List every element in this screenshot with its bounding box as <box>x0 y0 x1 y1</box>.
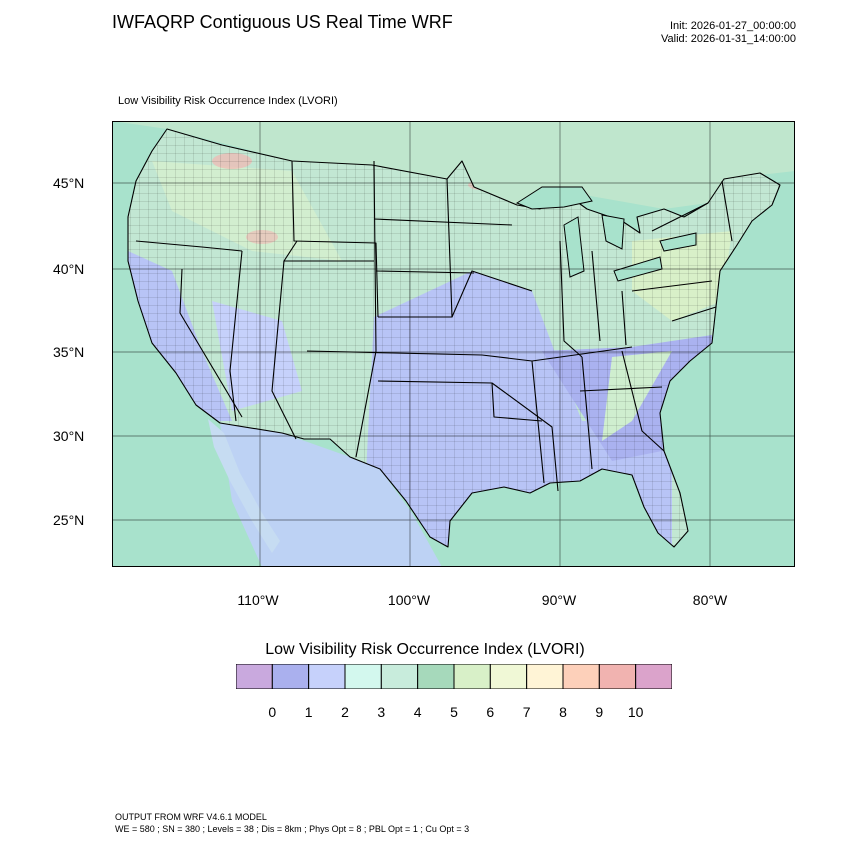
colorbar-swatch <box>380 664 419 689</box>
map-subtitle: Low Visibility Risk Occurrence Index (LV… <box>118 95 338 107</box>
colorbar-tick-label: 8 <box>559 704 567 720</box>
colorbar-tick-label: 10 <box>627 704 644 720</box>
colorbar-swatch <box>453 664 491 689</box>
colorbar-swatch <box>417 664 455 689</box>
latlon-grid <box>112 121 795 567</box>
colorbar-tick-label: 3 <box>377 704 386 720</box>
lat-label: 45°N <box>53 175 85 191</box>
colorbar-swatch <box>598 664 637 689</box>
colorbar-tick-label: 5 <box>450 704 458 720</box>
colorbar-tick-label: 9 <box>595 704 604 720</box>
canada-land <box>112 121 795 209</box>
model-config: WE = 580 ; SN = 380 ; Levels = 38 ; Dis … <box>115 824 470 834</box>
colorbar-swatch <box>526 664 564 689</box>
mexico-land <box>220 423 442 567</box>
colorbar-swatch <box>635 664 672 689</box>
colorbar-tick-label: 6 <box>486 704 495 720</box>
colorbar-swatch <box>562 664 600 689</box>
lon-label: 100°W <box>387 592 431 608</box>
colorbar-swatch <box>344 664 382 689</box>
lon-label: 90°W <box>541 592 577 608</box>
valid-time: Valid: 2026-01-31_14:00:00 <box>661 33 796 45</box>
lon-label: 110°W <box>237 592 279 608</box>
lat-label: 30°N <box>53 428 85 444</box>
baja-peninsula <box>208 419 280 553</box>
model-info: OUTPUT FROM WRF V4.6.1 MODEL <box>115 812 267 822</box>
colorbar-tick-label: 1 <box>304 704 313 720</box>
colorbar-tick-label: 7 <box>522 704 531 720</box>
colorbar-tick-label: 2 <box>341 704 349 720</box>
plot-title: IWFAQRP Contiguous US Real Time WRF <box>112 12 453 32</box>
colorbar-tick-label: 0 <box>268 704 277 720</box>
map-frame <box>112 121 795 567</box>
lvori-map <box>112 121 795 567</box>
lat-label: 40°N <box>53 261 85 277</box>
lon-label: 80°W <box>692 592 728 608</box>
colorbar-swatch <box>271 664 310 689</box>
state-boundaries <box>127 128 781 548</box>
colorbar-swatch <box>236 664 273 689</box>
colorbar-swatch <box>308 664 346 689</box>
colorbar <box>236 664 672 689</box>
legend-title: Low Visibility Risk Occurrence Index (LV… <box>265 641 585 658</box>
colorbar-swatch <box>489 664 528 689</box>
init-time: Init: 2026-01-27_00:00:00 <box>670 20 796 32</box>
lat-label: 35°N <box>53 344 85 360</box>
colorbar-tick-label: 4 <box>413 704 422 720</box>
lat-label: 25°N <box>53 512 85 528</box>
